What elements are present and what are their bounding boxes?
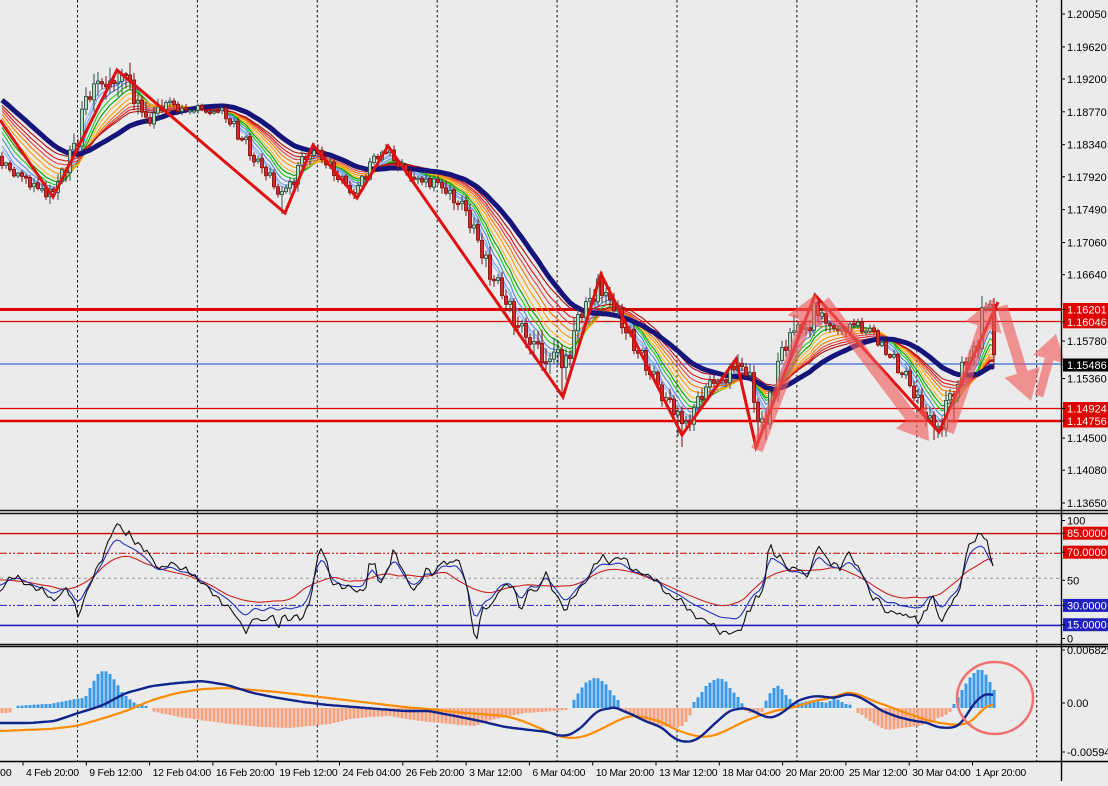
svg-text:1.14500: 1.14500 [1067, 433, 1107, 445]
svg-text:16 Feb 20:00: 16 Feb 20:00 [216, 767, 275, 779]
svg-text:1.20050: 1.20050 [1067, 9, 1107, 21]
svg-text:1.18340: 1.18340 [1067, 140, 1107, 152]
svg-text:1.15780: 1.15780 [1067, 336, 1107, 348]
svg-text:30.0000: 30.0000 [1067, 600, 1107, 612]
svg-text:10 Mar 20:00: 10 Mar 20:00 [596, 767, 655, 779]
svg-text:1.14756: 1.14756 [1067, 416, 1107, 428]
svg-text:1.16046: 1.16046 [1067, 317, 1107, 329]
svg-text:85.0000: 85.0000 [1067, 528, 1107, 540]
svg-text:9 Feb 12:00: 9 Feb 12:00 [89, 767, 142, 779]
svg-text:70.0000: 70.0000 [1067, 547, 1107, 559]
svg-text:0.00: 0.00 [1067, 698, 1088, 710]
svg-text:25 Mar 12:00: 25 Mar 12:00 [849, 767, 908, 779]
svg-text:100: 100 [1067, 516, 1085, 528]
svg-text:0: 0 [1067, 634, 1073, 646]
svg-text:1.14080: 1.14080 [1067, 465, 1107, 477]
svg-text:18 Mar 04:00: 18 Mar 04:00 [722, 767, 781, 779]
svg-text:1.17060: 1.17060 [1067, 238, 1107, 250]
svg-text:30 Mar 04:00: 30 Mar 04:00 [912, 767, 971, 779]
svg-text:1.13650: 1.13650 [1067, 498, 1107, 510]
svg-text:1.15360: 1.15360 [1067, 374, 1107, 386]
svg-text:1.17490: 1.17490 [1067, 205, 1107, 217]
svg-text:15.0000: 15.0000 [1067, 620, 1107, 632]
svg-text:1.18770: 1.18770 [1067, 107, 1107, 119]
svg-text:12 Feb 04:00: 12 Feb 04:00 [153, 767, 212, 779]
svg-text:1 Apr 20:00: 1 Apr 20:00 [976, 767, 1027, 779]
svg-text:6 Mar 04:00: 6 Mar 04:00 [532, 767, 585, 779]
svg-text:20 Mar 20:00: 20 Mar 20:00 [786, 767, 845, 779]
svg-text:1.15486: 1.15486 [1067, 360, 1107, 372]
svg-text:3 Mar 12:00: 3 Mar 12:00 [469, 767, 522, 779]
svg-text:24 Feb 04:00: 24 Feb 04:00 [343, 767, 402, 779]
svg-text:13 Mar 12:00: 13 Mar 12:00 [659, 767, 718, 779]
svg-text:4 Feb 20:00: 4 Feb 20:00 [26, 767, 79, 779]
svg-text:1.14924: 1.14924 [1067, 404, 1107, 416]
svg-text:1.17920: 1.17920 [1067, 172, 1107, 184]
svg-text:50: 50 [1067, 575, 1079, 587]
svg-text:19 Feb 12:00: 19 Feb 12:00 [279, 767, 338, 779]
svg-text:1.19200: 1.19200 [1067, 74, 1107, 86]
svg-text:1.16201: 1.16201 [1067, 305, 1107, 317]
svg-text:26 Feb 20:00: 26 Feb 20:00 [406, 767, 465, 779]
svg-text:1.16640: 1.16640 [1067, 270, 1107, 282]
svg-text:1.19620: 1.19620 [1067, 42, 1107, 54]
svg-text:00: 00 [0, 767, 12, 779]
svg-text:0.0068298: 0.0068298 [1067, 645, 1108, 657]
